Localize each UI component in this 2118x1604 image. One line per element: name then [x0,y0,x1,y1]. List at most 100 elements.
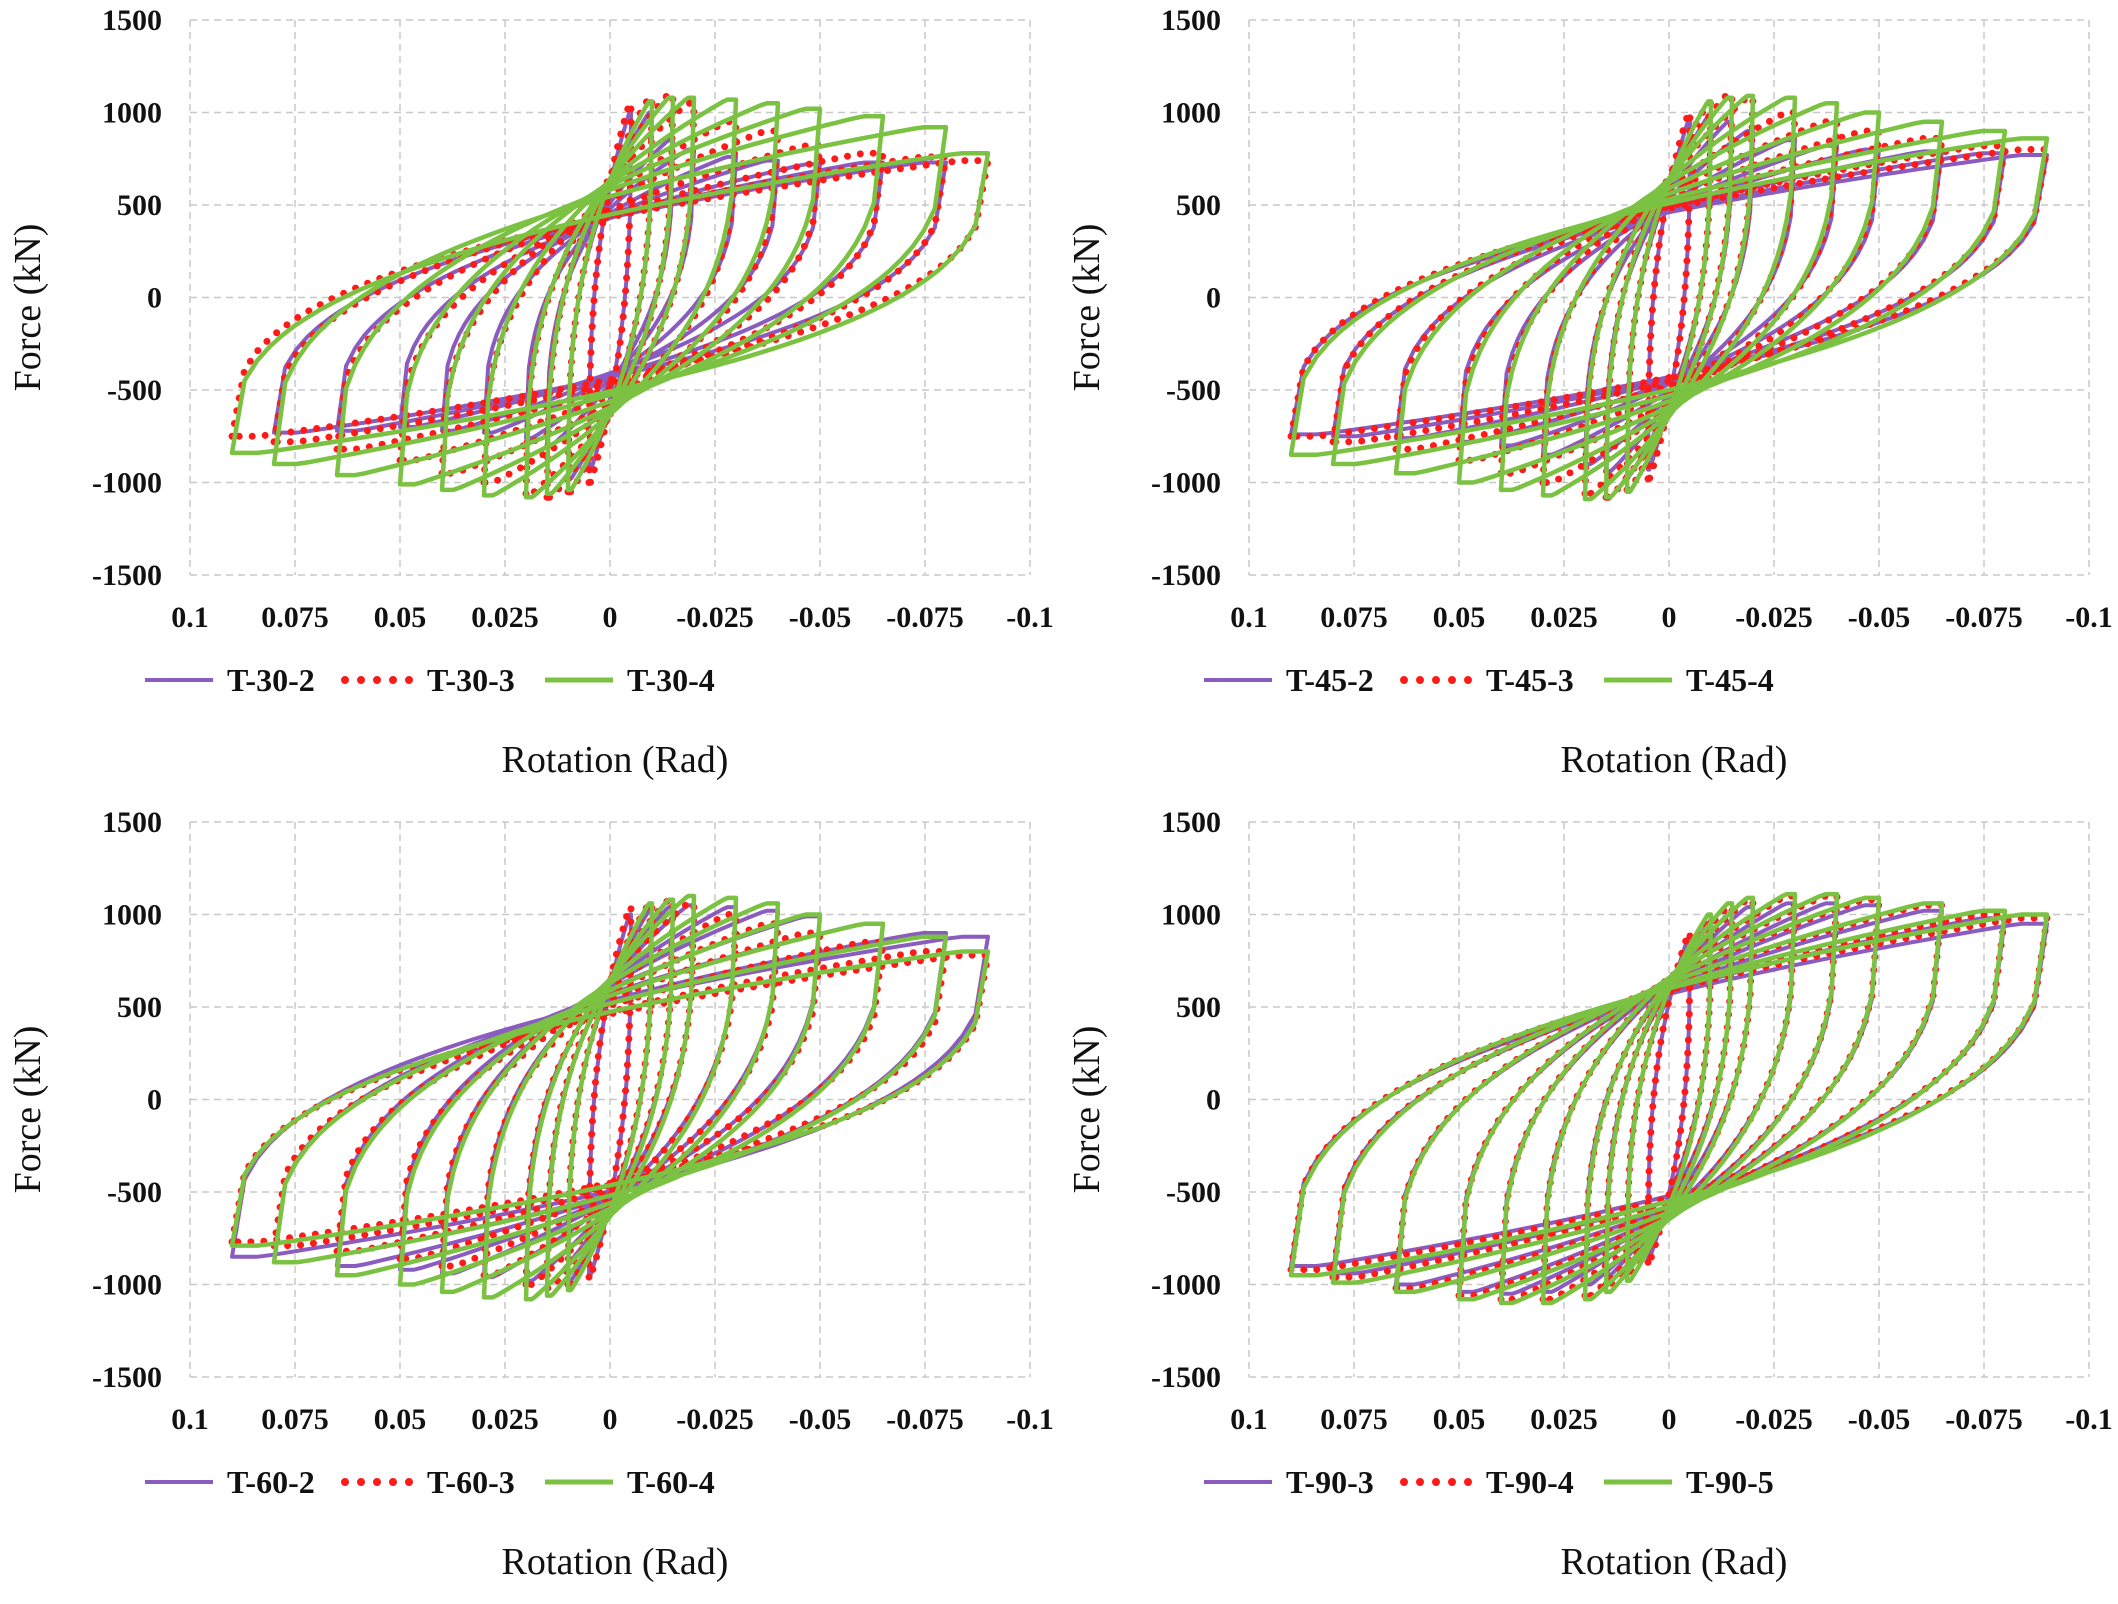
hysteresis-loop [397,106,823,487]
x-tick-label: 0 [603,1403,618,1436]
x-tick-label: 0.025 [471,601,539,634]
hysteresis-loop [1603,95,1735,500]
hysteresis-loop [229,949,991,1248]
y-tick-label: -1000 [1151,467,1221,500]
y-tick-label: -500 [1166,1176,1221,1209]
hysteresis-loop [1456,895,1882,1302]
x-tick-label: 0 [1662,601,1677,634]
legend-label: T-90-4 [1486,1464,1574,1500]
x-tick-label: 0.1 [171,601,209,634]
x-tick-label: -0.1 [2065,601,2113,634]
gridlines [189,821,1031,1378]
hysteresis-loop [480,911,740,1279]
y-tick-label: 1500 [1161,806,1221,839]
hysteresis-loop [523,893,697,1302]
y-axis-title: Force (kN) [7,224,49,392]
hysteresis-loop [544,897,676,1298]
x-tick-label: -0.075 [1945,601,2023,634]
hysteresis-loop [396,929,824,1263]
legend-label: T-45-2 [1286,662,1374,698]
x-tick-label: -0.05 [789,1403,852,1436]
x-tick-label: 0.025 [1530,1403,1598,1436]
legend-label: T-90-5 [1686,1464,1774,1500]
hysteresis-loop [334,113,886,478]
y-tick-label: -1500 [92,1361,162,1394]
y-tick-label: 1000 [1161,899,1221,932]
hysteresis-loop [333,149,887,453]
hysteresis-loop [1288,136,2050,458]
x-tick-label: -0.025 [676,601,754,634]
hysteresis-loop [439,101,781,493]
y-tick-label: 1500 [102,4,162,37]
x-tick-label: -0.1 [2065,1403,2113,1436]
chart-panel-top-right: 1500 1000 500 0 -500 -1000 -1500 0.1 0.075 0.05 0.… [1059,0,2118,802]
x-tick-label: 0.075 [1320,601,1388,634]
x-tick-label: -0.05 [1848,601,1911,634]
x-tick-label: 0.05 [1433,1403,1486,1436]
hysteresis-loop [565,901,655,1293]
x-tick-label: 0.1 [1230,1403,1268,1436]
chart-svg: 1500 1000 500 0 -500 -1000 -1500 0.1 0.075 0.05 0.… [1066,4,2113,781]
x-tick-label: -0.075 [886,601,964,634]
y-tick-label: 0 [147,282,162,315]
hysteresis-loop [1582,895,1756,1302]
y-tick-label: 1000 [1161,97,1221,130]
hysteresis-loop [440,158,780,433]
y-tick-label: -1500 [1151,559,1221,592]
gridlines [189,19,1031,576]
hysteresis-loop [1582,93,1756,502]
y-tick-label: 500 [117,991,162,1024]
y-tick-label: 500 [1176,189,1221,222]
hysteresis-loop [1624,99,1714,495]
x-tick-label: 0.1 [1230,601,1268,634]
chart-panel-bottom-right: 1500 1000 500 0 -500 -1000 -1500 0.1 0.075 0.05 0.… [1059,802,2118,1604]
x-tick-label: -0.025 [1735,601,1813,634]
y-tick-label: 0 [147,1084,162,1117]
y-tick-label: -1000 [1151,1269,1221,1302]
y-axis-title: Force (kN) [7,1026,49,1194]
legend-label: T-45-4 [1686,662,1774,698]
x-tick-label: 0.075 [261,1403,329,1436]
x-tick-label: -0.05 [1848,1403,1911,1436]
y-tick-label: -1000 [92,467,162,500]
y-tick-label: -500 [107,1176,162,1209]
hysteresis-loop [271,125,949,467]
y-tick-label: -500 [1166,374,1221,407]
hysteresis-loop [565,99,655,493]
hysteresis-loop [1540,95,1798,498]
chart-svg: 1500 1000 500 0 -500 -1000 -1500 0.1 0.075 0.05 0.… [7,806,1054,1583]
x-tick-label: 0.05 [374,601,427,634]
y-tick-label: -500 [107,374,162,407]
x-tick-label: 0.1 [171,1403,209,1436]
x-tick-label: -0.05 [789,601,852,634]
chart-panel-top-left: 1500 1000 500 0 -500 -1000 -1500 0.1 0.075 0.05 0.… [0,0,1059,802]
x-tick-label: 0.025 [1530,601,1598,634]
y-tick-label: 0 [1206,1084,1221,1117]
series-T-90-5 [1288,891,2050,1306]
x-tick-label: 0.05 [1433,601,1486,634]
y-tick-label: -1000 [92,1269,162,1302]
x-tick-label: -0.1 [1006,1403,1054,1436]
gridlines [1248,19,2090,576]
legend-label: T-90-3 [1286,1464,1374,1500]
hysteresis-loop [1393,901,1945,1295]
x-tick-label: 0.075 [261,601,329,634]
hysteresis-loop [1329,142,2009,446]
legend-label: T-30-3 [427,662,515,698]
hysteresis-loop [1498,101,1840,493]
hysteresis-loop [585,99,635,486]
x-tick-label: -0.075 [886,1403,964,1436]
hysteresis-loop [1330,908,2008,1285]
hysteresis-loop [230,934,990,1259]
x-tick-label: -0.025 [1735,1403,1813,1436]
x-tick-label: 0 [1662,1403,1677,1436]
legend-label: T-60-3 [427,1464,515,1500]
x-axis-title: Rotation (Rad) [502,739,729,781]
x-tick-label: 0 [603,601,618,634]
x-axis-title: Rotation (Rad) [502,1541,729,1583]
legend-label: T-45-3 [1486,662,1574,698]
hysteresis-loop [1288,912,2050,1278]
y-tick-label: 1500 [1161,4,1221,37]
y-tick-label: -1500 [1151,1361,1221,1394]
y-tick-label: 1000 [102,899,162,932]
